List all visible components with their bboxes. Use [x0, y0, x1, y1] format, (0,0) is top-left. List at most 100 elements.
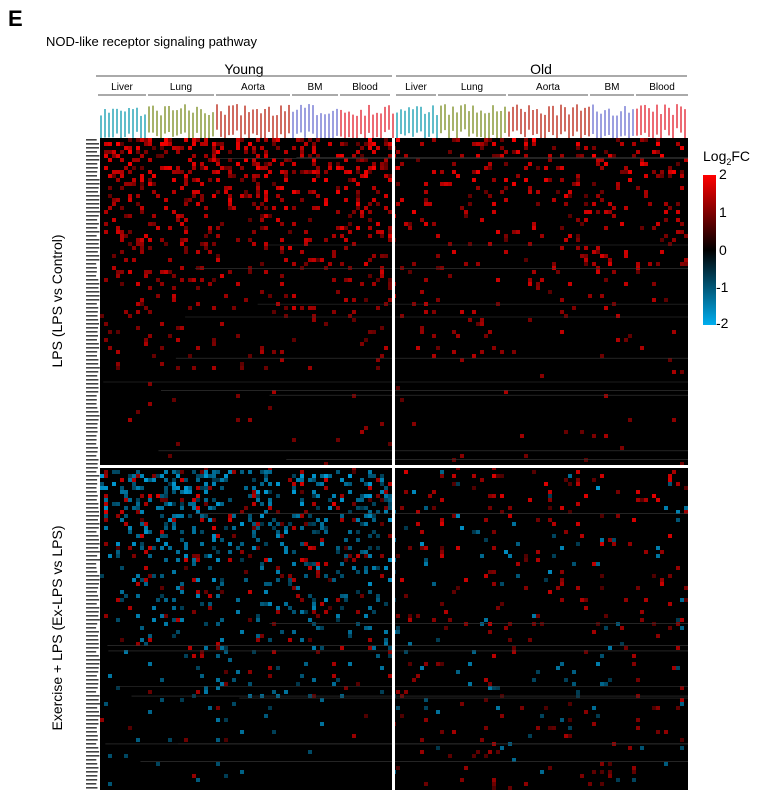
gene-label-mark	[86, 451, 98, 453]
heatmap-cell	[112, 150, 116, 154]
heatmap-cell	[452, 138, 456, 142]
heatmap-cell	[344, 186, 348, 190]
heatmap-cell	[344, 278, 348, 282]
heatmap-cell	[308, 138, 312, 142]
heatmap-cell	[336, 290, 340, 294]
heatmap-cell	[156, 762, 160, 766]
gene-label-mark	[86, 567, 97, 569]
heatmap-cell	[184, 542, 188, 546]
gene-label-mark	[86, 555, 98, 557]
cell-type-label-mark	[528, 105, 530, 130]
color-scale-bar	[703, 175, 716, 325]
gene-label-mark	[86, 371, 99, 373]
heatmap-cell	[388, 146, 392, 150]
heatmap-cell	[164, 206, 168, 210]
heatmap-cell	[508, 786, 512, 790]
gene-label-mark	[86, 303, 97, 305]
heatmap-cell	[192, 530, 196, 534]
heatmap-cell	[144, 530, 148, 534]
heatmap-cell	[292, 206, 296, 210]
heatmap-cell	[532, 222, 536, 226]
heatmap-cell	[420, 546, 424, 550]
heatmap-cell	[116, 198, 120, 202]
heatmap-cell	[388, 178, 392, 182]
heatmap-cell	[164, 490, 168, 494]
heatmap-cell	[424, 182, 428, 186]
heatmap-cell	[128, 146, 132, 150]
cell-type-label-mark	[544, 114, 546, 140]
heatmap-cell	[504, 178, 508, 182]
heatmap-cell	[148, 402, 152, 406]
heatmap-cell	[532, 614, 536, 618]
heatmap-cell	[588, 782, 592, 786]
heatmap-cell	[636, 262, 640, 266]
heatmap-cell	[400, 198, 404, 202]
heatmap-cell	[280, 238, 284, 242]
heatmap-cell	[564, 530, 568, 534]
heatmap-cell	[184, 558, 188, 562]
heatmap-cell	[532, 622, 536, 626]
heatmap-cell	[420, 542, 424, 546]
gene-label-mark	[86, 243, 99, 245]
heatmap-cell	[216, 226, 220, 230]
heatmap-cell	[632, 778, 636, 782]
heatmap-cell	[288, 522, 292, 526]
heatmap-cell	[424, 278, 428, 282]
heatmap-cell	[140, 486, 144, 490]
heatmap-cell	[292, 146, 296, 150]
heatmap-cell	[320, 646, 324, 650]
heatmap-cell	[280, 350, 284, 354]
heatmap-cell	[576, 586, 580, 590]
heatmap-cell	[556, 586, 560, 590]
heatmap-cell	[288, 574, 292, 578]
tissue-label-old-blood: Blood	[649, 82, 675, 93]
heatmap-cell	[652, 170, 656, 174]
heatmap-cell	[352, 558, 356, 562]
heatmap-cell	[260, 166, 264, 170]
heatmap-cell	[384, 346, 388, 350]
heatmap-cell	[360, 522, 364, 526]
heatmap-cell	[388, 674, 392, 678]
heatmap-cell	[472, 310, 476, 314]
heatmap-cell	[120, 142, 124, 146]
heatmap-cell	[252, 494, 256, 498]
heatmap-cell	[388, 578, 392, 582]
heatmap-cell	[504, 550, 508, 554]
heatmap-cell	[320, 722, 324, 726]
heatmap-cell	[492, 142, 496, 146]
heatmap-cell	[144, 578, 148, 582]
header-lines	[96, 75, 688, 96]
heatmap-cell	[348, 266, 352, 270]
heatmap-cell	[344, 158, 348, 162]
tissue-label-young-lung: Lung	[169, 82, 193, 93]
heatmap-cell	[228, 174, 232, 178]
heatmap-cell	[596, 562, 600, 566]
heatmap-cell	[432, 582, 436, 586]
gene-label-mark	[86, 655, 99, 657]
heatmap-cell	[176, 218, 180, 222]
heatmap-cell	[172, 502, 176, 506]
cell-type-label-mark	[260, 113, 262, 141]
heatmap-cell	[216, 254, 220, 258]
heatmap-cell	[684, 506, 688, 510]
gene-label-mark	[86, 755, 100, 757]
heatmap-cell	[144, 566, 148, 570]
gene-label-mark	[86, 259, 100, 261]
heatmap-cell	[308, 306, 312, 310]
heatmap-cell	[384, 158, 388, 162]
heatmap-cell	[584, 710, 588, 714]
heatmap-cell	[120, 230, 124, 234]
heatmap-cell	[216, 142, 220, 146]
heatmap-cell	[256, 154, 260, 158]
heatmap-cell	[684, 158, 688, 162]
cell-type-label-mark	[228, 105, 230, 136]
heatmap-cell	[388, 226, 392, 230]
heatmap-cell	[292, 586, 296, 590]
heatmap-cell	[600, 158, 604, 162]
heatmap-cell	[680, 262, 684, 266]
heatmap-cell	[212, 146, 216, 150]
heatmap-cell	[460, 702, 464, 706]
heatmap-cell	[204, 234, 208, 238]
heatmap-cell	[292, 438, 296, 442]
heatmap-cell	[492, 582, 496, 586]
